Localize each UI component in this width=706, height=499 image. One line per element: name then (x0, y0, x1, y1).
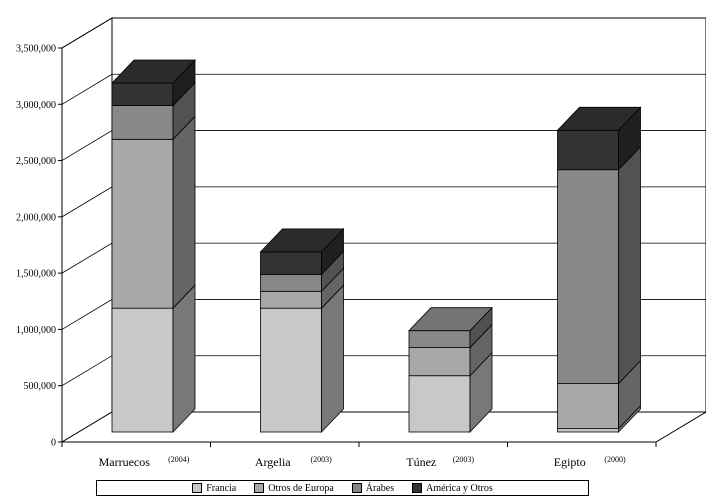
bar-top (259, 228, 345, 253)
x-tick-note: (2000) (604, 455, 626, 464)
bar-segment (111, 81, 196, 141)
x-tick-label: Túnez (406, 455, 436, 469)
y-tick-label: 2,500,000 (16, 156, 56, 167)
y-tick-label: 0 (51, 438, 56, 449)
bar-front (260, 251, 322, 275)
bar-front (557, 129, 619, 171)
legend-swatch (254, 483, 265, 493)
legend-item: Francia (192, 483, 236, 494)
y-tick-label: 1,500,000 (16, 269, 56, 280)
legend: Francia Otros de Europa Árabes América y Ot… (96, 480, 589, 496)
bar-top (408, 307, 493, 332)
bar-side (321, 284, 344, 433)
bar-front (557, 428, 619, 433)
bar-front (111, 82, 174, 106)
bar-front (260, 273, 322, 292)
bar-side (172, 284, 196, 433)
legend-item: América y Otros (412, 483, 493, 494)
bar-front (557, 383, 619, 430)
bar-segment (408, 351, 493, 433)
bar-segment (260, 267, 344, 310)
x-tick-label: Egipto (554, 455, 586, 469)
gridline (61, 17, 706, 49)
bar-front (260, 307, 322, 433)
y-tick-label: 1,000,000 (16, 325, 56, 336)
legend-item: Otros de Europa (254, 483, 334, 494)
bar-front (557, 169, 619, 384)
legend-label: Otros de Europa (268, 482, 334, 494)
legend-label: América y Otros (426, 482, 493, 494)
bar-segment (111, 59, 196, 107)
bar-top (111, 59, 196, 84)
bar-front (408, 330, 471, 348)
bars (111, 59, 642, 433)
bar-top (556, 106, 642, 131)
bar-segment (111, 284, 196, 433)
y-tick-label: 3,000,000 (16, 100, 56, 111)
x-tick-note: (2003) (310, 455, 332, 464)
left-wall (61, 17, 113, 443)
y-tick-label: 2,000,000 (16, 212, 56, 223)
bar-front (408, 347, 471, 377)
bar-front (111, 105, 174, 140)
bar-front (111, 138, 174, 309)
bar-segment (111, 115, 196, 310)
x-axis: Marruecos (2004) Argelia (2003) Túnez (2003) E… (61, 441, 657, 469)
y-axis: 0 500,000 1,000,000 1,500,000 2,000,000 2,500… (16, 44, 62, 449)
bar-segment (260, 284, 344, 433)
legend-swatch (192, 483, 203, 493)
bar-segment (408, 323, 493, 377)
legend-label: Francia (206, 482, 237, 494)
bar-front (408, 375, 471, 433)
x-tick-note: (2004) (168, 455, 190, 464)
bar-segment (408, 306, 493, 349)
bar-side (172, 115, 196, 310)
x-tick-note: (2003) (453, 455, 475, 464)
bar-front (260, 290, 322, 309)
legend-swatch (351, 483, 362, 493)
x-tick-label: Marruecos (99, 455, 151, 469)
bar-segment (260, 250, 344, 293)
x-tick-label: Argelia (255, 455, 291, 469)
y-tick-label: 3,500,000 (16, 44, 56, 55)
legend-item: Árabes (351, 482, 395, 494)
bar-front (111, 307, 174, 433)
bar-segment (557, 359, 641, 430)
bar-side (618, 145, 641, 385)
legend-label: Árabes (365, 482, 395, 494)
bar-segment (557, 145, 641, 385)
y-tick-label: 500,000 (24, 381, 57, 392)
bar-segment (557, 106, 641, 171)
gridline (61, 73, 706, 105)
legend-swatch (412, 483, 423, 493)
